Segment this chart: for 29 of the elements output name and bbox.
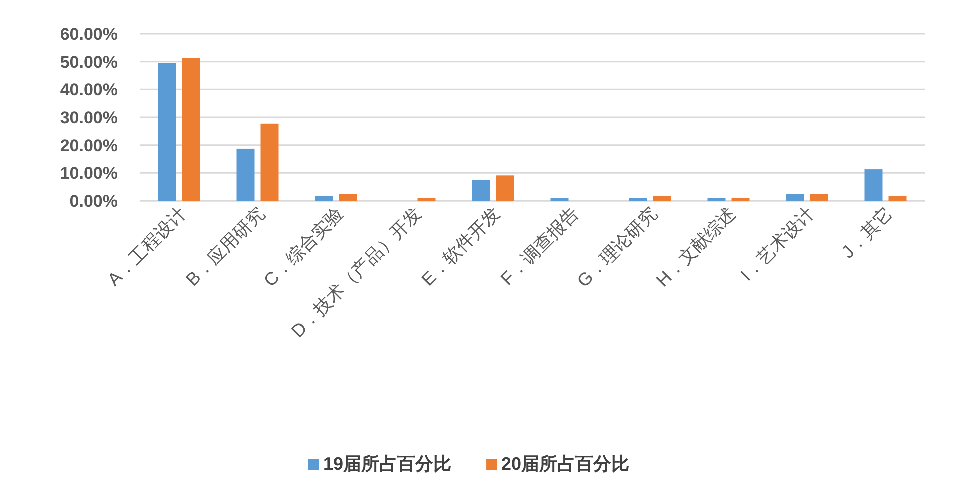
bar [708,198,726,201]
bar [888,196,907,201]
bar [629,198,648,201]
y-tick-label: 10.00% [60,164,118,184]
bar [472,180,490,201]
bar [550,198,569,201]
bar [315,196,334,201]
y-tick-label: 50.00% [60,52,118,72]
legend-label: 19届所占百分比 [324,454,452,474]
bar [496,176,514,201]
bar [236,148,255,201]
bar [864,170,883,201]
legend-label: 20届所占百分比 [502,454,630,474]
bar [732,198,750,201]
y-tick-label: 60.00% [60,25,118,44]
y-tick-label: 40.00% [60,80,118,100]
bar [260,124,279,201]
y-tick-label: 20.00% [60,136,118,156]
x-tick-label: I．艺术设计 [736,204,818,286]
bar [158,63,176,201]
bar [810,194,828,201]
bar [418,198,436,201]
bar [786,194,804,201]
bar [339,194,358,201]
bar [653,196,672,201]
x-tick-label: J．其它 [838,204,897,262]
y-tick-label: 30.00% [60,108,118,128]
bar [182,58,200,201]
y-tick-label: 0.00% [70,192,118,211]
